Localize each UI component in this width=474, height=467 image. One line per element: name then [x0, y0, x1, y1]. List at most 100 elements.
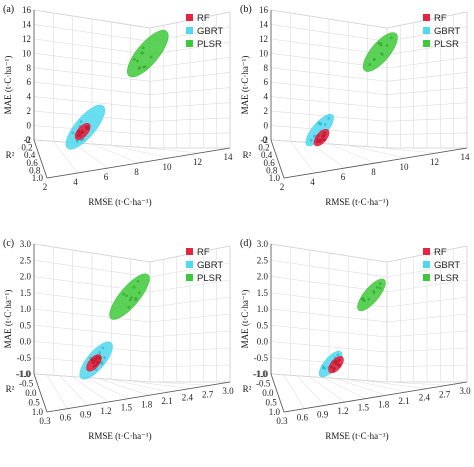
grid-line: [85, 377, 129, 399]
grid-line: [367, 146, 437, 154]
z-tick-label: 1.0: [269, 173, 281, 183]
y-tick-label: 0.5: [257, 320, 269, 330]
x-axis-label: RMSE (t·C·ha⁻¹): [325, 431, 388, 441]
x-tick-label: 14: [224, 152, 234, 162]
legend-swatch-plsr: [423, 274, 430, 281]
chart-panel-d: -1.0 -0.5 0.0 0.5 1.0 1.5 2.0 2.5 3.0 0.3 0.6 0.9 1.…: [237, 234, 474, 467]
y-tick-label: 8: [264, 63, 269, 73]
legend-label-gbrt: GBRT: [197, 260, 223, 271]
z-tick-label: -0.5: [256, 379, 271, 389]
series-gbrt-point: [71, 131, 75, 135]
series-rf-point: [91, 358, 95, 362]
legend-swatch-gbrt: [186, 261, 193, 268]
legend-swatch-rf: [186, 248, 193, 255]
series-gbrt-point: [98, 351, 101, 354]
y-tick-label: 2.5: [257, 255, 269, 265]
grid-line: [296, 375, 325, 406]
legend-swatch-rf: [423, 14, 430, 21]
grid-line: [98, 378, 149, 396]
series-rf-point: [94, 358, 98, 362]
z-tick-label: 0.5: [266, 398, 278, 408]
x-tick-label: 6: [104, 172, 109, 182]
y-tick-label: 2.0: [257, 272, 269, 282]
series-plsr-point: [141, 46, 145, 50]
series-rf-point: [338, 358, 341, 362]
series-rf-point: [330, 365, 333, 369]
y-tick-label: 0: [27, 121, 32, 131]
y-tick-label: -2: [24, 135, 32, 145]
series-plsr-point: [138, 66, 142, 70]
legend-swatch-gbrt: [186, 27, 193, 34]
legend-swatch-rf: [186, 14, 193, 21]
series-plsr-point: [378, 286, 382, 290]
x-tick-label: 1.8: [141, 399, 153, 409]
y-tick-label: 1.5: [20, 288, 32, 298]
y-axis-label: MAE (t·C·ha⁻¹): [240, 290, 250, 349]
series-plsr-point: [127, 306, 131, 309]
y-tick-label: 3.0: [20, 239, 32, 249]
grid-line: [46, 374, 68, 409]
y-tick-label: 8: [27, 63, 32, 73]
series-rf-point: [315, 137, 319, 141]
series-rf-point: [333, 361, 336, 365]
x-tick-label: 0.9: [317, 409, 329, 419]
grid-line: [335, 378, 386, 396]
x-tick-label: 1.2: [337, 406, 348, 416]
grid-line: [111, 379, 170, 393]
z-tick-label: 0.2: [21, 143, 32, 153]
series-rf-point: [320, 138, 324, 142]
series-plsr-point: [137, 291, 141, 295]
y-tick-label: 16: [22, 5, 32, 15]
chart-panel-c: -1.0 -0.5 0.0 0.5 1.0 1.5 2.0 2.5 3.0 0.3 0.6 0.9 1.…: [0, 234, 237, 467]
grid-line: [72, 142, 109, 169]
series-gbrt-point: [103, 356, 106, 360]
series-gbrt-point: [313, 134, 316, 138]
series-rf-group: [328, 356, 344, 374]
z-tick-label: 0.5: [29, 398, 41, 408]
panel-label: (c): [3, 238, 14, 249]
y-tick-label: 12: [259, 34, 268, 44]
series-gbrt-point: [323, 123, 327, 126]
y-tick-label: 14: [22, 19, 32, 29]
z-tick-label: 0.4: [261, 150, 273, 160]
x-tick-label: 0.6: [297, 413, 309, 423]
series-plsr-point: [121, 292, 125, 296]
legend-label-plsr: PLSR: [434, 39, 459, 50]
legend-swatch-gbrt: [423, 261, 430, 268]
series-rf-point: [335, 362, 339, 366]
x-axis-label: RMSE (t·C·ha⁻¹): [88, 431, 151, 441]
chart-svg: -1.0-0.50.00.51.01.52.02.53.00.3 0.6 0.9 1.…: [240, 238, 471, 441]
y-tick-label: 6: [27, 77, 32, 87]
series-plsr-ellipse: [127, 29, 169, 78]
chart-panel-a: -2 0 2 4 6 8 10 12 14 16 2 4 6 8 10 12 14 1.0 0.8 0.6 0.4 0.2…: [0, 0, 237, 233]
series-gbrt-point: [101, 346, 105, 350]
x-tick-label: 8: [371, 167, 376, 177]
series-rf-point: [92, 361, 95, 364]
series-plsr-point: [143, 65, 147, 68]
x-tick-label: 1.8: [378, 399, 390, 409]
y-tick-label: 2: [27, 106, 32, 116]
panel-label: (a): [3, 4, 14, 15]
z-tick-label: 0.8: [266, 165, 278, 175]
grid-line: [130, 146, 200, 154]
series-rf-point: [316, 134, 320, 137]
legend-label-plsr: PLSR: [197, 273, 222, 284]
series-gbrt-point: [79, 120, 83, 124]
z-axis-label: R²: [243, 150, 252, 160]
z-tick-label: 0: [26, 135, 31, 145]
series-plsr-point: [378, 282, 382, 286]
x-tick-label: 14: [461, 152, 471, 162]
y-axis-label: MAE (t·C·ha⁻¹): [3, 290, 13, 349]
grid-line: [374, 380, 447, 386]
y-tick-label: 1.0: [20, 304, 32, 314]
y-tick-label: 14: [259, 19, 269, 29]
y-tick-label: -1.0: [17, 369, 32, 379]
x-axis-label: RMSE (t·C·ha⁻¹): [88, 197, 151, 207]
y-tick-label: 1.5: [257, 288, 269, 298]
series-rf-point: [97, 356, 101, 360]
series-plsr-group: [362, 32, 398, 72]
x-tick-label: 3.0: [222, 386, 234, 396]
series-rf-group: [313, 129, 330, 147]
x-tick-label: 2.1: [161, 396, 172, 406]
